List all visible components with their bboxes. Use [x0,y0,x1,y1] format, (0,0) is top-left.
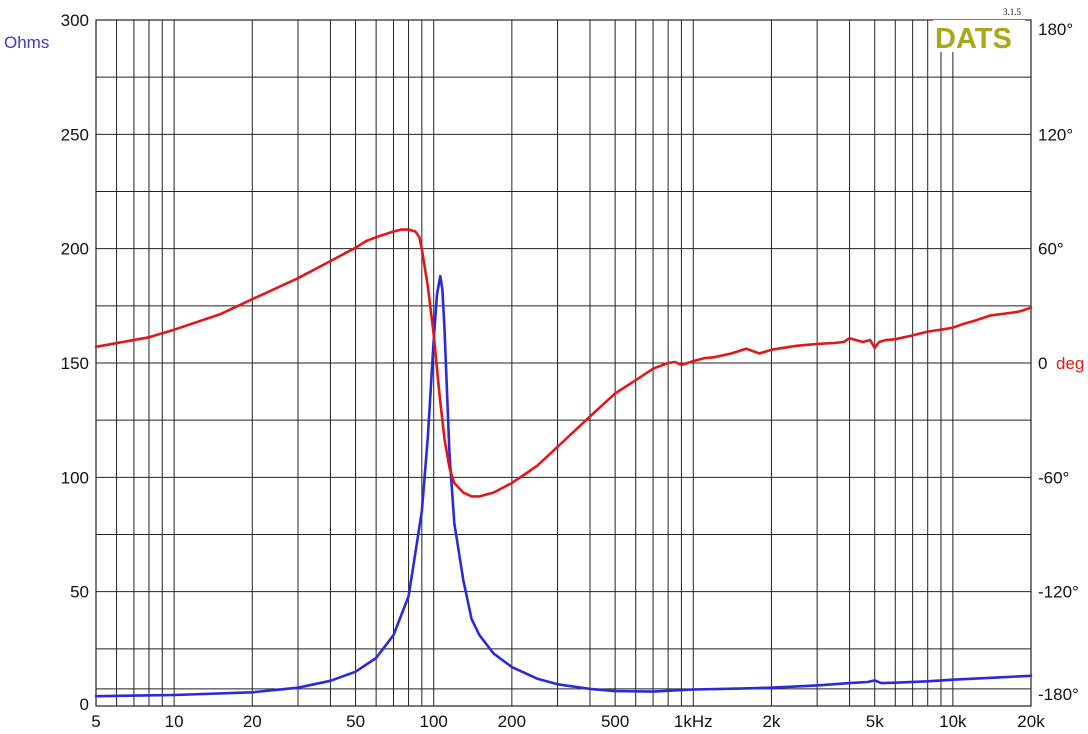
x-tick-label: 20 [243,712,262,731]
y-right-tick-label: 120° [1038,125,1073,144]
y-right-tick-label: -120° [1038,583,1079,602]
dats-logo: DATS [935,23,1012,55]
y-left-tick-label: 150 [61,354,89,373]
x-tick-label: 5 [91,712,100,731]
y-left-tick-label: 200 [61,240,89,259]
grid [96,20,1031,706]
x-tick-label: 1kHz [674,712,713,731]
y-left-tick-label: 50 [70,583,89,602]
x-tick-label: 200 [498,712,526,731]
x-tick-label: 5k [866,712,884,731]
x-tick-label: 2k [762,712,780,731]
phase-curve [94,228,1033,498]
x-tick-label: 500 [601,712,629,731]
y-right-tick-label: 0 [1038,354,1047,373]
logo-background [933,20,1025,52]
y-right-tick-label: 180° [1038,20,1073,39]
x-tick-label: 20k [1017,712,1045,731]
series-layer [94,228,1033,698]
y-left-tick-label: 300 [61,11,89,30]
tick-labels: 5 10 20 50 100 200 500 1kHz 2k 5k 10k 20k 0 50 100 150 2… [61,11,1079,731]
y-left-tick-label: 250 [61,125,89,144]
y-right-tick-label: 60° [1038,240,1064,259]
x-tick-label: 10 [165,712,184,731]
y-right-tick-label: -180° [1038,685,1079,704]
version-label: 3.1.5 [1003,7,1022,17]
left-axis-unit-label: Ohms [4,33,49,52]
y-left-tick-label: 100 [61,468,89,487]
y-left-tick-label: 0 [80,695,89,714]
x-tick-label: 100 [420,712,448,731]
impedance-curve [94,274,1033,698]
x-tick-label: 10k [939,712,967,731]
x-tick-label: 50 [346,712,365,731]
y-right-tick-label: -60° [1038,468,1069,487]
right-axis-unit-label: deg [1056,354,1084,373]
plot-frame [95,19,1032,707]
